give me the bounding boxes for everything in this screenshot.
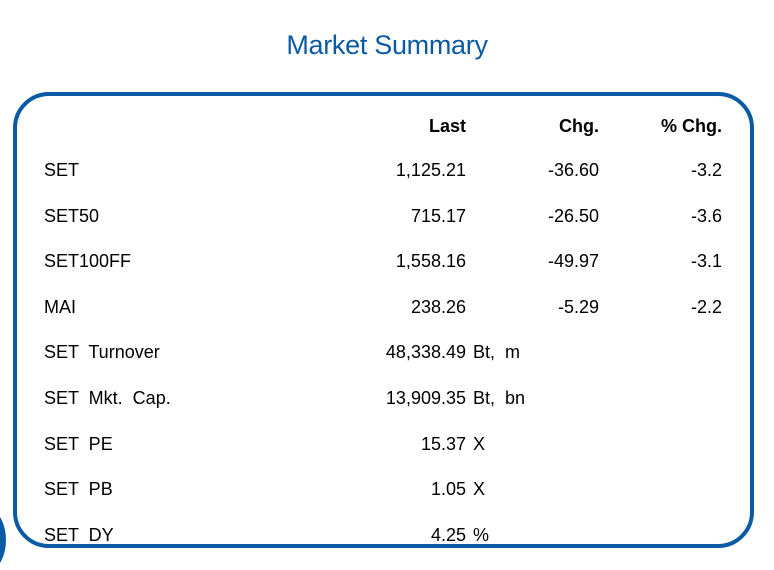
stat-value: 1.05 xyxy=(430,479,466,499)
index-pct-chg: -2.2 xyxy=(690,297,722,317)
index-name: SET100FF xyxy=(44,251,132,271)
index-name: SET xyxy=(44,160,80,180)
stat-name: SET PB xyxy=(44,479,113,499)
index-pct-chg: -3.1 xyxy=(690,251,722,271)
stat-value: 48,338.49 xyxy=(385,342,466,362)
stat-unit: X xyxy=(473,479,486,499)
summary-panel xyxy=(13,92,754,548)
stat-name: SET Turnover xyxy=(44,342,160,362)
stat-unit: Bt, bn xyxy=(473,388,526,408)
index-chg: -26.50 xyxy=(547,206,599,226)
stat-unit: Bt, m xyxy=(473,342,521,362)
decorative-shape xyxy=(0,510,6,570)
index-last: 1,558.16 xyxy=(395,251,466,271)
index-last: 715.17 xyxy=(410,206,466,226)
column-header-pct-chg: % Chg. xyxy=(661,116,722,136)
index-name: MAI xyxy=(44,297,77,317)
index-chg: -49.97 xyxy=(547,251,599,271)
index-name: SET50 xyxy=(44,206,100,226)
index-last: 1,125.21 xyxy=(395,160,466,180)
stat-value: 15.37 xyxy=(420,434,466,454)
index-pct-chg: -3.6 xyxy=(690,206,722,226)
stat-name: SET DY xyxy=(44,525,114,545)
stat-unit: % xyxy=(473,525,490,545)
column-header-chg: Chg. xyxy=(559,116,599,136)
stat-name: SET Mkt. Cap. xyxy=(44,388,171,408)
index-pct-chg: -3.2 xyxy=(690,160,722,180)
page-title: Market Summary xyxy=(286,30,488,60)
column-header-last: Last xyxy=(428,116,466,136)
stat-value: 4.25 xyxy=(430,525,466,545)
index-last: 238.26 xyxy=(410,297,466,317)
stat-unit: X xyxy=(473,434,486,454)
index-chg: -36.60 xyxy=(547,160,599,180)
index-chg: -5.29 xyxy=(557,297,599,317)
stat-value: 13,909.35 xyxy=(385,388,466,408)
stat-name: SET PE xyxy=(44,434,113,454)
